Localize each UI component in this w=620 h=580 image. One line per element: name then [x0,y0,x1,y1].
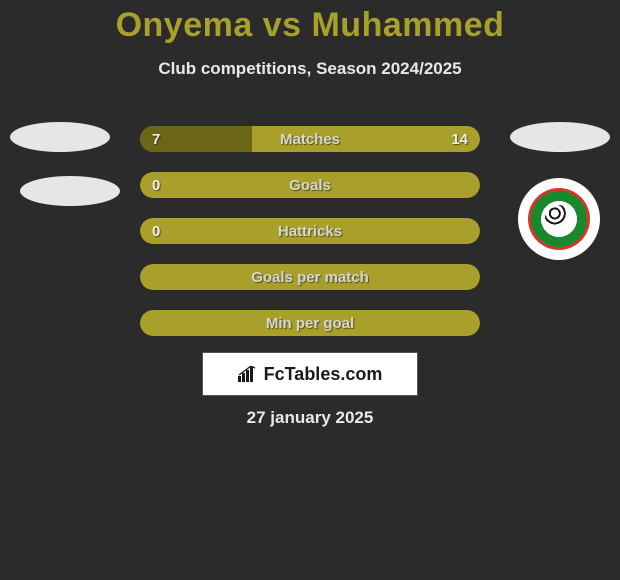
stat-value-left: 7 [152,126,160,152]
stat-row: Goals per match [140,264,480,290]
brand-box[interactable]: FcTables.com [202,352,418,396]
soccer-ball-icon [545,205,573,233]
stat-label: Goals [140,172,480,198]
date-label: 27 january 2025 [0,408,620,428]
brand-label: FcTables.com [238,364,383,385]
stat-label: Hattricks [140,218,480,244]
club-badge-right [518,178,600,260]
stat-row: Min per goal [140,310,480,336]
stat-row: Hattricks0 [140,218,480,244]
stat-value-right: 14 [451,126,468,152]
club-crest-icon [528,188,590,250]
bars-icon [238,366,260,382]
brand-text: FcTables.com [264,364,383,385]
player-badge-left [10,122,110,152]
stat-value-left: 0 [152,218,160,244]
stat-value-left: 0 [152,172,160,198]
club-badge-left [20,176,120,206]
stat-label: Goals per match [140,264,480,290]
stat-row: Goals0 [140,172,480,198]
stats-container: Matches714Goals0Hattricks0Goals per matc… [140,126,480,356]
stat-label: Matches [140,126,480,152]
page-title: Onyema vs Muhammed [0,0,620,45]
player-badge-right [510,122,610,152]
stat-label: Min per goal [140,310,480,336]
stat-row: Matches7 14 [140,126,480,152]
subtitle: Club competitions, Season 2024/2025 [0,59,620,79]
